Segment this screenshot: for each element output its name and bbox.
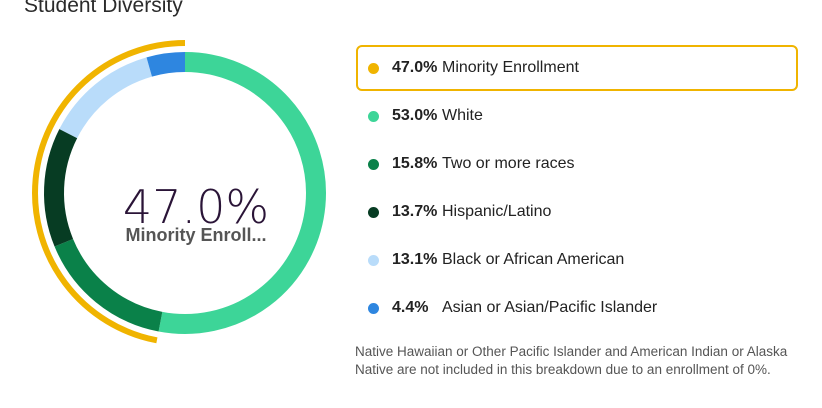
legend-item-two-or-more-races[interactable]: 15.8% Two or more races <box>356 141 798 187</box>
legend-dot-icon <box>368 206 379 218</box>
highlight-arc-minority-enrollment <box>32 40 186 344</box>
donut-chart: 47.0% Minority Enroll... <box>20 40 340 370</box>
legend-dot-icon <box>368 62 379 74</box>
legend-dot-icon <box>368 302 379 314</box>
donut-slice-asian-or-asian-pacific-islander[interactable] <box>146 51 186 77</box>
legend-percent: 13.1% <box>392 251 438 268</box>
legend-percent: 47.0% <box>392 59 438 76</box>
legend-label: Two or more races <box>442 155 575 172</box>
legend-item-hispanic-latino[interactable]: 13.7% Hispanic/Latino <box>356 189 798 235</box>
donut-slice-white[interactable] <box>158 52 326 334</box>
donut-slice-hispanic-latino[interactable] <box>44 128 78 247</box>
legend-label: White <box>442 107 483 124</box>
donut-slice-two-or-more-races[interactable] <box>54 238 163 332</box>
legend-label: Asian or Asian/Pacific Islander <box>442 299 658 316</box>
donut-slice-black-or-african-american[interactable] <box>59 57 153 139</box>
legend-label: Minority Enrollment <box>442 59 579 76</box>
footnote: Native Hawaiian or Other Pacific Islande… <box>355 344 788 377</box>
chart-title: Student Diversity <box>24 0 183 17</box>
legend-percent: 15.8% <box>392 155 438 172</box>
legend-percent: 13.7% <box>392 203 438 220</box>
donut-svg <box>32 40 326 344</box>
center-label: Minority Enroll... <box>125 225 267 245</box>
legend: 47.0% Minority Enrollment 53.0% White 15… <box>356 45 798 333</box>
legend-label: Hispanic/Latino <box>442 203 552 220</box>
legend-dot-icon <box>368 254 379 266</box>
legend-label: Black or African American <box>442 251 625 268</box>
legend-item-white[interactable]: 53.0% White <box>356 93 798 139</box>
legend-percent: 53.0% <box>392 107 438 124</box>
legend-dot-icon <box>368 110 379 122</box>
legend-item-minority-enrollment[interactable]: 47.0% Minority Enrollment <box>356 45 798 91</box>
legend-item-black-african-american[interactable]: 13.1% Black or African American <box>356 237 798 283</box>
legend-dot-icon <box>368 158 379 170</box>
center-value: 47.0% <box>122 180 270 234</box>
legend-item-asian-pacific-islander[interactable]: 4.4% Asian or Asian/Pacific Islander <box>356 285 798 331</box>
legend-percent: 4.4% <box>392 299 429 316</box>
